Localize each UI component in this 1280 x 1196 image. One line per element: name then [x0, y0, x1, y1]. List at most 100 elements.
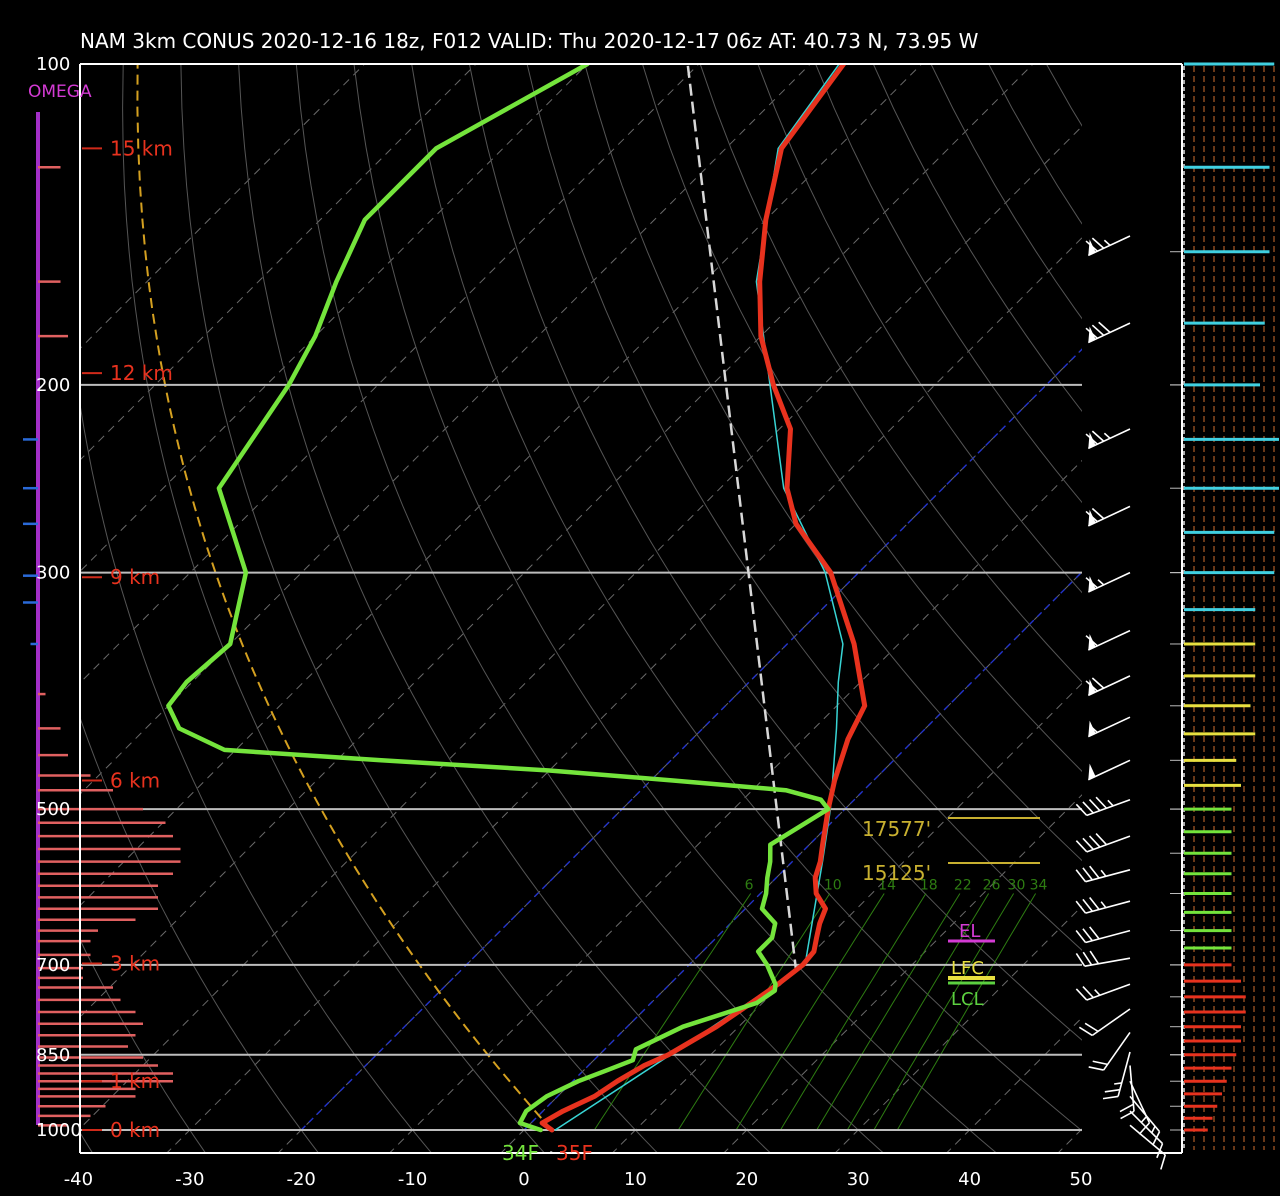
mixing-ratio-line: [896, 893, 1037, 1131]
lfc-label: LFC: [951, 958, 984, 979]
wind-barb: [1075, 926, 1131, 944]
wind-barb: [1075, 832, 1131, 853]
parcel-path: [686, 65, 798, 972]
surface-dewpoint: 34F: [502, 1141, 539, 1165]
temperature-tick-label: -20: [286, 1169, 315, 1190]
lfc-height-label: 15125': [862, 861, 931, 885]
height-label: 6 km: [110, 768, 160, 792]
wind-barb: [1078, 1008, 1131, 1037]
freezing-isotherm: [523, 571, 1082, 1131]
isobar-lines: [80, 383, 1082, 1131]
dry-adiabat: [295, 65, 884, 1152]
wind-speed-panel: [1183, 62, 1279, 1150]
wind-barb: [1129, 1095, 1161, 1146]
mixing-ratio-label: 30: [1008, 878, 1026, 894]
wind-barb: [1075, 796, 1131, 817]
mixing-ratio-line: [593, 893, 752, 1131]
isotherm: [80, 65, 699, 684]
height-label: 9 km: [110, 565, 160, 589]
sounding-traces: [166, 65, 868, 1133]
mixing-ratio-label: 6: [745, 878, 754, 894]
wind-barb: [1085, 675, 1131, 697]
pressure-tick-label: 500: [36, 799, 70, 820]
dry-adiabat: [80, 400, 432, 1152]
mixing-ratio-label: 14: [878, 878, 896, 894]
height-label: 3 km: [110, 952, 160, 976]
isotherm: [278, 348, 1082, 1152]
isotherm: [80, 65, 365, 350]
dry-adiabat: [526, 65, 1082, 951]
isotherm: [80, 65, 588, 573]
dry-adiabat: [469, 65, 1082, 1041]
el-height-label: 17577': [862, 817, 931, 841]
wind-barb: [1087, 759, 1131, 781]
mixing-ratio-line: [780, 893, 927, 1131]
temperature-tick-label: 50: [1070, 1169, 1093, 1190]
pressure-tick-label: 850: [36, 1045, 70, 1066]
dry-adiabat: [353, 65, 997, 1152]
height-label: 12 km: [110, 361, 173, 385]
wind-barb: [1085, 505, 1131, 527]
wind-barb: [1075, 897, 1131, 914]
height-label: 1 km: [110, 1069, 160, 1093]
wind-barb: [1129, 1124, 1167, 1170]
mixing-ratio-line: [677, 893, 831, 1131]
omega-label: OMEGA: [28, 82, 92, 102]
temperature-tick-label: 40: [958, 1169, 981, 1190]
temperature-trace: [539, 65, 868, 1133]
isotherm: [80, 65, 922, 907]
el-label: EL: [959, 921, 980, 942]
chart-title: NAM 3km CONUS 2020-12-16 18z, F012 VALID…: [80, 29, 979, 53]
dry-adiabat: [757, 65, 1082, 594]
temperature-tick-label: -10: [398, 1169, 427, 1190]
mixing-ratio-label: 10: [824, 878, 842, 894]
level-markers: EL LFC LCL 17577' 15125': [862, 817, 1040, 1010]
height-labels: 15 km 12 km 9 km 6 km 3 km 1 km 0 km: [82, 136, 173, 1142]
pressure-tick-label: 1000: [36, 1120, 82, 1141]
dry-adiabat: [80, 938, 206, 1152]
wind-barb: [1075, 865, 1131, 883]
isotherm: [389, 459, 1082, 1152]
isotherm: [167, 237, 1082, 1152]
wind-barb: [1085, 629, 1131, 651]
wind-barb: [1085, 571, 1131, 593]
lcl-label: LCL: [951, 989, 984, 1010]
wind-barb: [1085, 321, 1131, 344]
wind-barb: [1085, 235, 1131, 257]
mixing-ratio-label: 18: [920, 878, 938, 894]
pressure-tick-label: 100: [36, 54, 70, 75]
mixing-ratio-label: 34: [1030, 878, 1048, 894]
dry-adiabat: [700, 65, 1082, 683]
temperature-tick-label: 20: [735, 1169, 758, 1190]
dry-adiabat: [238, 65, 771, 1152]
mixing-ratio-line: [735, 893, 885, 1131]
dry-adiabat: [122, 65, 545, 1152]
pressure-tick-label: 700: [36, 955, 70, 976]
pressure-tick-label: 200: [36, 375, 70, 396]
dry-adiabat: [411, 65, 1082, 1132]
surface-separator: ·: [548, 1141, 554, 1165]
mixing-ratio-label: 22: [954, 878, 972, 894]
thermo-guide-lines: 6 10 14 18 22 26 30 34: [80, 65, 1082, 1152]
surface-values: 34F · 35F: [502, 1141, 593, 1165]
dewpoint-trace: [166, 65, 831, 1133]
wind-barb: [1087, 716, 1131, 738]
pressure-tick-label: 300: [36, 563, 70, 584]
height-label: 15 km: [110, 136, 173, 160]
isotherm: [80, 65, 810, 795]
isotherm: [80, 65, 476, 461]
temperature-tick-label: -30: [175, 1169, 204, 1190]
temperature-tick-label: 30: [847, 1169, 870, 1190]
temperature-tick-label: 0: [518, 1169, 529, 1190]
temperature-tick-label: 10: [624, 1169, 647, 1190]
surface-temperature: 35F: [556, 1141, 593, 1165]
dry-adiabat: [584, 65, 1082, 862]
axes: 100 200 300 500 700 850 1000 -40 -30 -20 -10 0 10 20 3…: [36, 54, 1182, 1190]
wind-barb: [1075, 950, 1131, 967]
wind-barb: [1085, 428, 1131, 450]
mixing-ratio-label: 26: [983, 878, 1001, 894]
isotherm: [80, 125, 1082, 1130]
wind-barbs: [1075, 235, 1167, 1170]
height-label: 0 km: [110, 1118, 160, 1142]
